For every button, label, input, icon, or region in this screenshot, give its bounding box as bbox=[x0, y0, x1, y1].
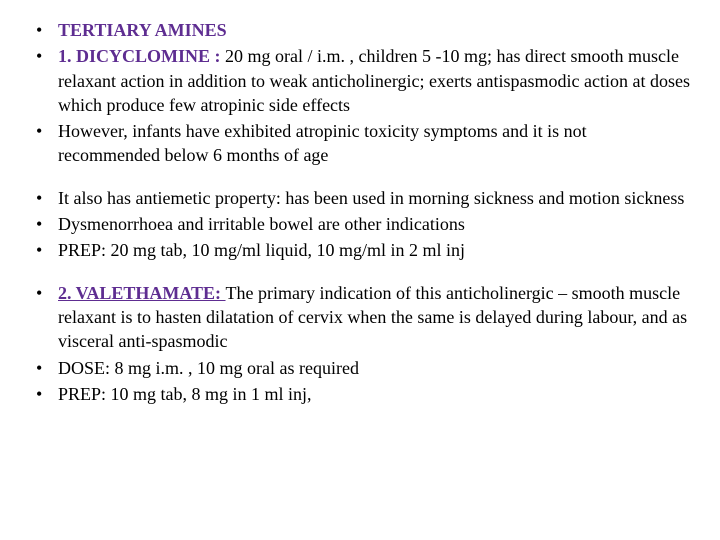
list-item: PREP: 10 mg tab, 8 mg in 1 ml inj, bbox=[30, 382, 690, 406]
bullet-block-0: TERTIARY AMINES 1. DICYCLOMINE : 20 mg o… bbox=[30, 18, 690, 168]
bullet-heading: 2. VALETHAMATE: bbox=[58, 283, 226, 303]
list-item: It also has antiemetic property: has bee… bbox=[30, 186, 690, 210]
slide: TERTIARY AMINES 1. DICYCLOMINE : 20 mg o… bbox=[0, 0, 720, 540]
bullet-body: Dysmenorrhoea and irritable bowel are ot… bbox=[58, 214, 465, 234]
bullet-body: DOSE: 8 mg i.m. , 10 mg oral as required bbox=[58, 358, 359, 378]
bullet-heading: TERTIARY AMINES bbox=[58, 20, 227, 40]
bullet-block-1: It also has antiemetic property: has bee… bbox=[30, 186, 690, 263]
list-item: TERTIARY AMINES bbox=[30, 18, 690, 42]
list-item: DOSE: 8 mg i.m. , 10 mg oral as required bbox=[30, 356, 690, 380]
bullet-body: PREP: 20 mg tab, 10 mg/ml liquid, 10 mg/… bbox=[58, 240, 465, 260]
bullet-body: It also has antiemetic property: has bee… bbox=[58, 188, 684, 208]
list-item: 2. VALETHAMATE: The primary indication o… bbox=[30, 281, 690, 354]
list-item: However, infants have exhibited atropini… bbox=[30, 119, 690, 168]
bullet-block-2: 2. VALETHAMATE: The primary indication o… bbox=[30, 281, 690, 406]
list-item: Dysmenorrhoea and irritable bowel are ot… bbox=[30, 212, 690, 236]
list-item: PREP: 20 mg tab, 10 mg/ml liquid, 10 mg/… bbox=[30, 238, 690, 262]
bullet-body: PREP: 10 mg tab, 8 mg in 1 ml inj, bbox=[58, 384, 312, 404]
bullet-heading: 1. DICYCLOMINE : bbox=[58, 46, 225, 66]
list-item: 1. DICYCLOMINE : 20 mg oral / i.m. , chi… bbox=[30, 44, 690, 117]
bullet-body: However, infants have exhibited atropini… bbox=[58, 121, 587, 165]
